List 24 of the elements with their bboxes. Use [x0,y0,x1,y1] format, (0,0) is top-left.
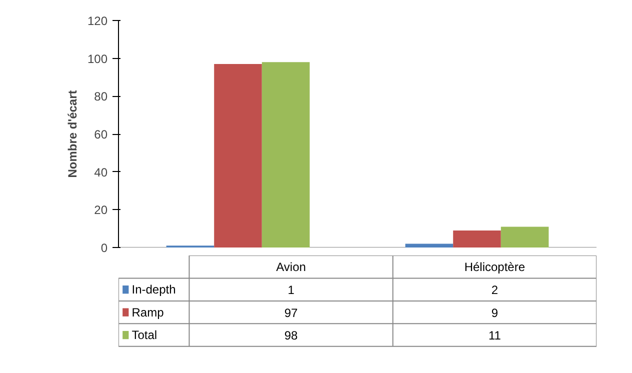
x-tick-label: Hélicoptère [464,260,526,274]
y-tick-label: 40 [94,165,108,180]
data-label: 9 [491,306,498,320]
bar [453,230,501,248]
y-axis-title: Nombre d'écart [65,90,80,178]
x-tick-label: Avion [276,260,306,274]
bar [214,64,262,248]
data-label: 11 [488,328,502,343]
bar [262,62,310,248]
y-tick-label: 80 [94,90,108,104]
y-tick-label: 100 [87,52,108,66]
y-tick-label: 120 [87,14,108,28]
data-label: 98 [284,328,298,343]
data-label: 1 [288,283,295,298]
data-label: 2 [491,283,498,298]
bar [500,226,549,248]
legend-label: Ramp [132,305,164,320]
y-tick-label: 20 [94,203,108,218]
bar [405,244,454,248]
legend-label: Total [132,328,158,342]
y-tick-label: 0 [100,241,108,255]
legend-label: In-depth [132,282,176,297]
data-label: 97 [284,306,298,320]
y-tick-label: 60 [94,128,108,142]
